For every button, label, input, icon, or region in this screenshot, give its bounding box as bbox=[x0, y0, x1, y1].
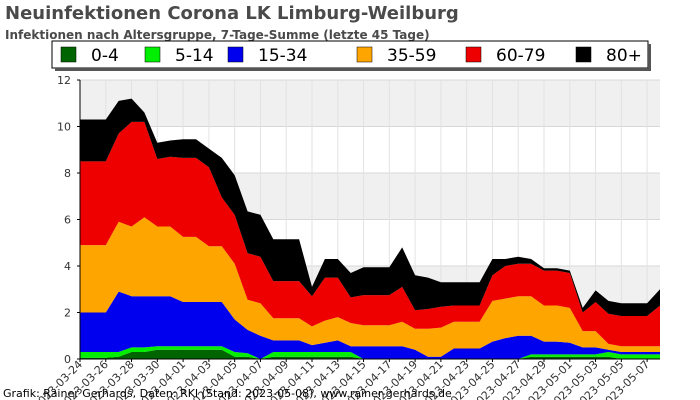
legend-label-15-34: 15-34 bbox=[258, 46, 307, 66]
y-tick-label: 0 bbox=[64, 353, 71, 366]
legend-swatch-60-79 bbox=[465, 46, 482, 63]
y-tick-label: 10 bbox=[57, 121, 71, 134]
legend-swatch-5-14 bbox=[144, 46, 161, 63]
chart-footer: Grafik: Rainer Gerhards, Daten: RKI (Sta… bbox=[3, 387, 452, 400]
legend: 0-4 5-14 15-34 35-59 60-79 80+ bbox=[51, 40, 651, 71]
y-tick-label: 6 bbox=[64, 214, 71, 227]
area-series-80+ bbox=[80, 98, 660, 316]
area-series-0-4 bbox=[80, 349, 660, 359]
y-tick-label: 4 bbox=[64, 260, 71, 273]
y-axis-ticks: 0 2 4 6 8 10 12 bbox=[57, 74, 80, 366]
legend-shadow-side bbox=[648, 44, 651, 71]
area-series-60-79 bbox=[80, 121, 660, 347]
y-tick-label: 12 bbox=[57, 74, 71, 87]
area-series-5-14 bbox=[80, 346, 660, 359]
area-series-15-34 bbox=[80, 291, 660, 359]
legend-swatch-80+ bbox=[575, 46, 592, 63]
legend-swatch-15-34 bbox=[227, 46, 244, 63]
legend-label-80+: 80+ bbox=[606, 46, 642, 66]
grid-band bbox=[80, 80, 660, 127]
legend-shadow bbox=[55, 68, 651, 71]
legend-swatch-35-59 bbox=[356, 46, 373, 63]
legend-box bbox=[51, 40, 649, 69]
legend-swatch-0-4 bbox=[60, 46, 77, 63]
chart-title: Neuinfektionen Corona LK Limburg-Weilbur… bbox=[5, 3, 459, 24]
legend-label-60-79: 60-79 bbox=[496, 46, 545, 66]
legend-label-0-4: 0-4 bbox=[91, 46, 119, 66]
y-tick-label: 8 bbox=[64, 167, 71, 180]
y-tick-label: 2 bbox=[64, 307, 71, 320]
legend-label-35-59: 35-59 bbox=[387, 46, 436, 66]
series-areas bbox=[80, 98, 660, 359]
chart-subtitle: Infektionen nach Altersgruppe, 7-Tage-Su… bbox=[5, 28, 430, 42]
legend-label-5-14: 5-14 bbox=[175, 46, 214, 66]
area-series-35-59 bbox=[80, 217, 660, 357]
